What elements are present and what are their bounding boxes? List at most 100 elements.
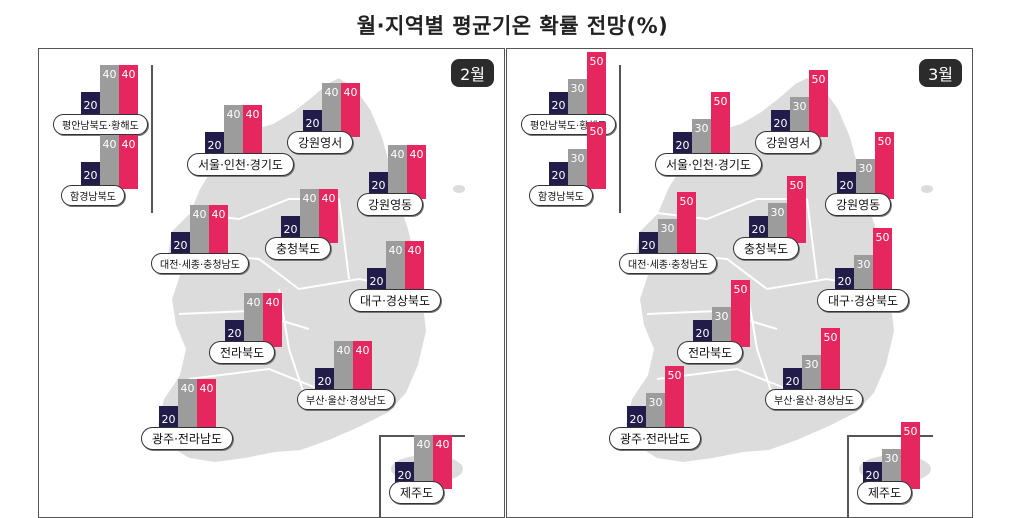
region-label: 함경남북도 — [529, 185, 593, 206]
region-label: 강원영동 — [825, 193, 892, 216]
region-label: 제주도 — [857, 481, 913, 504]
normal-bar: 30 — [768, 202, 787, 243]
region-label: 강원영서 — [755, 131, 822, 154]
above-normal-bar: 40 — [433, 435, 452, 489]
below-normal-bar: 20 — [171, 232, 190, 259]
below-normal-bar: 20 — [225, 320, 244, 347]
bar-group: 20 40 40 — [205, 105, 262, 159]
month-badge: 3월 — [919, 59, 962, 87]
above-normal-bar: 50 — [587, 121, 606, 189]
above-normal-bar: 40 — [197, 379, 216, 433]
region-label: 대구·경상북도 — [817, 289, 910, 312]
below-normal-bar: 20 — [281, 216, 300, 243]
region-label: 제주도 — [389, 481, 445, 504]
region-label: 전라북도 — [209, 341, 276, 364]
north-inset-border — [151, 65, 153, 213]
normal-bar: 40 — [100, 135, 119, 189]
normal-bar: 30 — [854, 254, 873, 295]
above-normal-bar: 50 — [875, 131, 894, 199]
region-label: 대전·세종·충청남도 — [619, 253, 717, 274]
jeju-inset-border-v — [379, 435, 381, 517]
jeju-inset-border-v — [847, 435, 849, 517]
below-normal-bar: 20 — [749, 216, 768, 243]
bar-group: 20 30 50 — [549, 121, 606, 189]
north-inset-border — [619, 65, 621, 213]
region-label: 부산·울산·경상남도 — [297, 389, 395, 410]
above-normal-bar: 50 — [787, 175, 806, 243]
region-label: 충청북도 — [733, 237, 800, 260]
region-label: 광주·전라남도 — [609, 427, 702, 450]
ulleungdo-shape — [921, 185, 933, 193]
normal-bar: 30 — [692, 118, 711, 159]
above-normal-bar: 50 — [677, 191, 696, 259]
below-normal-bar: 20 — [837, 172, 856, 199]
normal-bar: 30 — [568, 148, 587, 189]
bar-group: 20 30 50 — [835, 227, 892, 295]
above-normal-bar: 50 — [587, 51, 606, 119]
below-normal-bar: 20 — [673, 132, 692, 159]
below-normal-bar: 20 — [549, 162, 568, 189]
bar-group: 20 40 40 — [81, 135, 138, 189]
region-label: 함경남북도 — [61, 185, 125, 206]
below-normal-bar: 20 — [303, 110, 322, 137]
above-normal-bar: 40 — [119, 135, 138, 189]
normal-bar: 40 — [388, 145, 407, 199]
region-label: 대전·세종·충청남도 — [151, 253, 249, 274]
above-normal-bar: 50 — [821, 327, 840, 395]
normal-bar: 30 — [856, 158, 875, 199]
bar-group: 20 30 50 — [693, 279, 750, 347]
above-normal-bar: 50 — [665, 365, 684, 433]
above-normal-bar: 40 — [119, 65, 138, 119]
below-normal-bar: 20 — [205, 132, 224, 159]
bar-group: 20 40 40 — [171, 205, 228, 259]
region-label: 서울·인천·경기도 — [187, 153, 294, 176]
above-normal-bar: 40 — [243, 105, 262, 159]
below-normal-bar: 20 — [693, 320, 712, 347]
below-normal-bar: 20 — [369, 172, 388, 199]
above-normal-bar: 40 — [353, 341, 372, 395]
normal-bar: 30 — [712, 306, 731, 347]
normal-bar: 30 — [802, 354, 821, 395]
region-label: 강원영동 — [357, 193, 424, 216]
region-label: 대구·경상북도 — [349, 289, 442, 312]
above-normal-bar: 50 — [809, 69, 828, 137]
below-normal-bar: 20 — [771, 110, 790, 137]
normal-bar: 30 — [646, 392, 665, 433]
below-normal-bar: 20 — [81, 92, 100, 119]
bar-group: 20 30 50 — [749, 175, 806, 243]
normal-bar: 40 — [414, 435, 433, 489]
bar-group: 20 30 50 — [783, 327, 840, 395]
month-badge: 2월 — [451, 59, 494, 87]
bar-group: 20 40 40 — [367, 241, 424, 295]
normal-bar: 40 — [190, 205, 209, 259]
below-normal-bar: 20 — [627, 406, 646, 433]
below-normal-bar: 20 — [783, 368, 802, 395]
bar-group: 20 40 40 — [225, 293, 282, 347]
region-label: 평안남북도·황해도 — [53, 114, 148, 135]
normal-bar: 30 — [658, 218, 677, 259]
above-normal-bar: 40 — [341, 83, 360, 137]
normal-bar: 40 — [322, 83, 341, 137]
below-normal-bar: 20 — [549, 92, 568, 119]
below-normal-bar: 20 — [367, 268, 386, 295]
bar-group: 20 30 50 — [837, 131, 894, 199]
above-normal-bar: 40 — [263, 293, 282, 347]
ulleungdo-shape — [453, 185, 465, 193]
below-normal-bar: 20 — [315, 368, 334, 395]
bar-group: 20 40 40 — [281, 189, 338, 243]
above-normal-bar: 40 — [319, 189, 338, 243]
bar-group: 20 40 40 — [315, 341, 372, 395]
above-normal-bar: 40 — [209, 205, 228, 259]
bar-group: 20 40 40 — [81, 65, 138, 119]
jeju-inset-border-h — [847, 435, 933, 437]
below-normal-bar: 20 — [639, 232, 658, 259]
above-normal-bar: 40 — [407, 145, 426, 199]
bar-group: 20 30 50 — [627, 365, 684, 433]
normal-bar: 40 — [244, 293, 263, 347]
region-label: 충청북도 — [265, 237, 332, 260]
bar-group: 20 30 50 — [771, 69, 828, 137]
bar-group: 20 30 50 — [673, 91, 730, 159]
below-normal-bar: 20 — [81, 162, 100, 189]
normal-bar: 30 — [790, 96, 809, 137]
region-label: 강원영서 — [287, 131, 354, 154]
